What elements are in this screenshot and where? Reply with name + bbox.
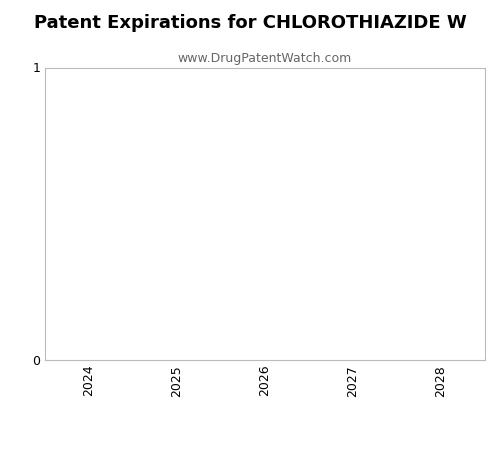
Title: www.DrugPatentWatch.com: www.DrugPatentWatch.com xyxy=(178,52,352,65)
Text: Patent Expirations for CHLOROTHIAZIDE W: Patent Expirations for CHLOROTHIAZIDE W xyxy=(34,14,467,32)
